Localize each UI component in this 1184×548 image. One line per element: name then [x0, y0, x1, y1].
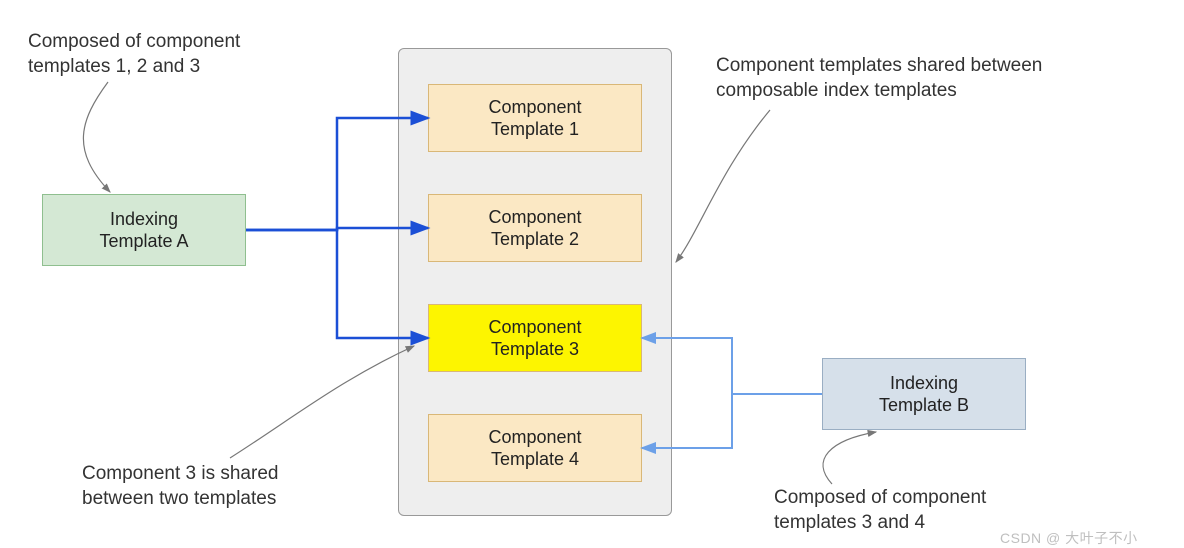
node-label: Indexing — [890, 373, 958, 393]
node-component-template-2: Component Template 2 — [428, 194, 642, 262]
annotation-text: Composed of component — [774, 487, 986, 508]
watermark-label: CSDN @ 大叶子不小 — [1000, 530, 1138, 546]
node-component-template-1: Component Template 1 — [428, 84, 642, 152]
annotation-text: Composed of component — [28, 31, 240, 52]
node-label: Template 4 — [491, 449, 579, 469]
node-component-template-3: Component Template 3 — [428, 304, 642, 372]
node-label: Component — [488, 207, 581, 227]
diagram-stage: Indexing Template A Indexing Template B … — [0, 0, 1184, 548]
node-indexing-template-a: Indexing Template A — [42, 194, 246, 266]
node-label: Template 1 — [491, 119, 579, 139]
node-label: Template A — [99, 231, 188, 251]
node-indexing-template-b: Indexing Template B — [822, 358, 1026, 430]
watermark-text: CSDN @ 大叶子不小 — [1000, 528, 1138, 548]
annotation-text: templates 1, 2 and 3 — [28, 56, 200, 77]
annotation-shared-between: Component templates shared between compo… — [716, 54, 1042, 103]
annotation-text: composable index templates — [716, 80, 957, 101]
node-label: Template B — [879, 395, 969, 415]
node-label: Template 2 — [491, 229, 579, 249]
annotation-comp3-shared: Component 3 is shared between two templa… — [82, 462, 278, 511]
annotation-text: Component templates shared between — [716, 55, 1042, 76]
node-label: Indexing — [110, 209, 178, 229]
node-label: Component — [488, 427, 581, 447]
node-label: Component — [488, 317, 581, 337]
annotation-text: between two templates — [82, 488, 276, 509]
annotation-composed-34: Composed of component templates 3 and 4 — [774, 486, 986, 535]
node-component-template-4: Component Template 4 — [428, 414, 642, 482]
node-label: Template 3 — [491, 339, 579, 359]
annotation-text: Component 3 is shared — [82, 463, 278, 484]
annotation-text: templates 3 and 4 — [774, 512, 925, 533]
node-label: Component — [488, 97, 581, 117]
annotation-composed-123: Composed of component templates 1, 2 and… — [28, 30, 240, 79]
